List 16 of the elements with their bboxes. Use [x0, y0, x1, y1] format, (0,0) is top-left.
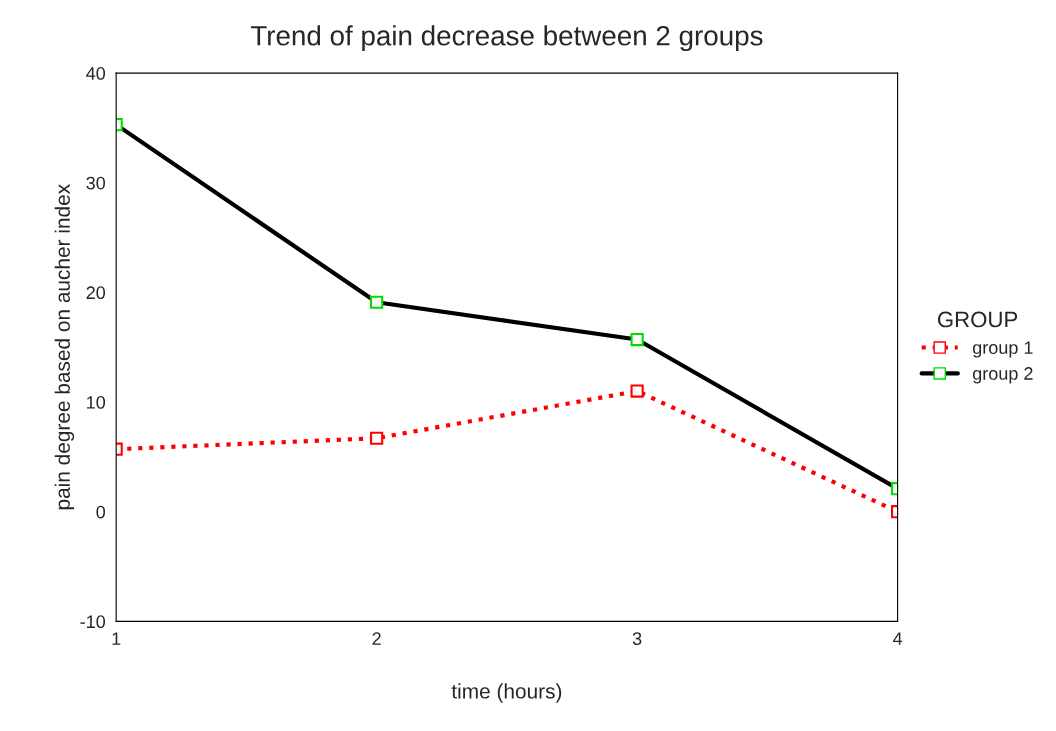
y-tick-label: 0 — [96, 505, 106, 519]
legend-label: group 1 — [972, 341, 1033, 358]
x-tick-label: 3 — [632, 632, 642, 646]
y-axis-title: pain degree based on aucher index — [54, 184, 75, 510]
y-tick-label: 10 — [87, 395, 106, 409]
chart-title: Trend of pain decrease between 2 groups — [250, 25, 763, 52]
x-tick-label: 2 — [372, 632, 381, 645]
x-tick-label: 1 — [112, 632, 121, 645]
y-tick-label: -10 — [80, 615, 106, 629]
x-axis-title: time (hours) — [451, 683, 562, 703]
legend-label: group 2 — [972, 367, 1033, 384]
y-tick-label: 40 — [86, 67, 106, 80]
y-tick-label: 30 — [86, 176, 106, 190]
legend-title: GROUP — [937, 311, 1018, 328]
x-tick-label: 4 — [892, 632, 903, 645]
y-tick-label: 20 — [86, 286, 106, 300]
